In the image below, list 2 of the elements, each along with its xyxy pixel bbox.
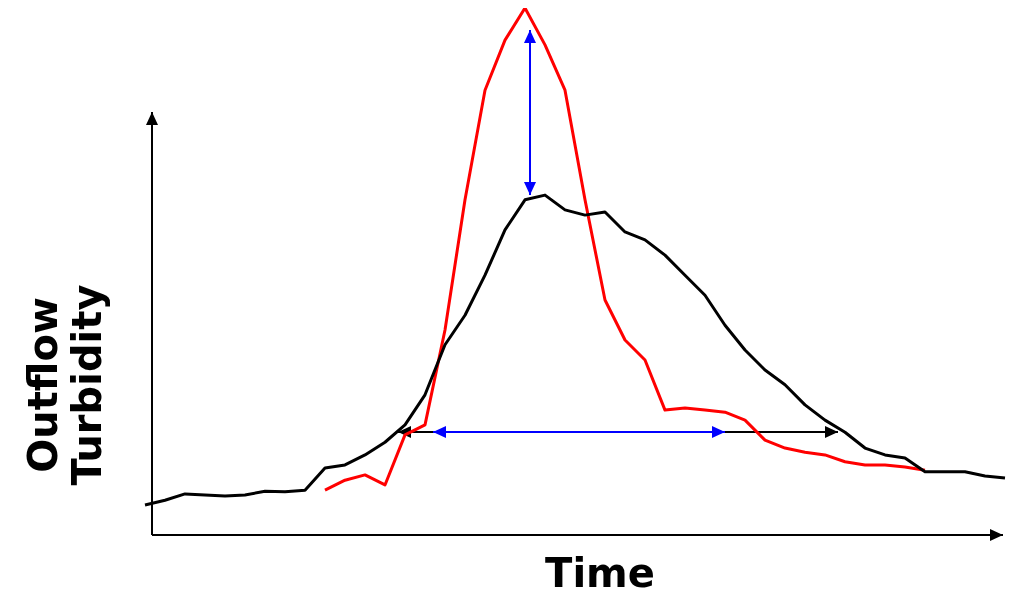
- y-axis-title: Outflow Turbidity: [20, 284, 110, 486]
- x-axis-title: Time: [544, 550, 656, 596]
